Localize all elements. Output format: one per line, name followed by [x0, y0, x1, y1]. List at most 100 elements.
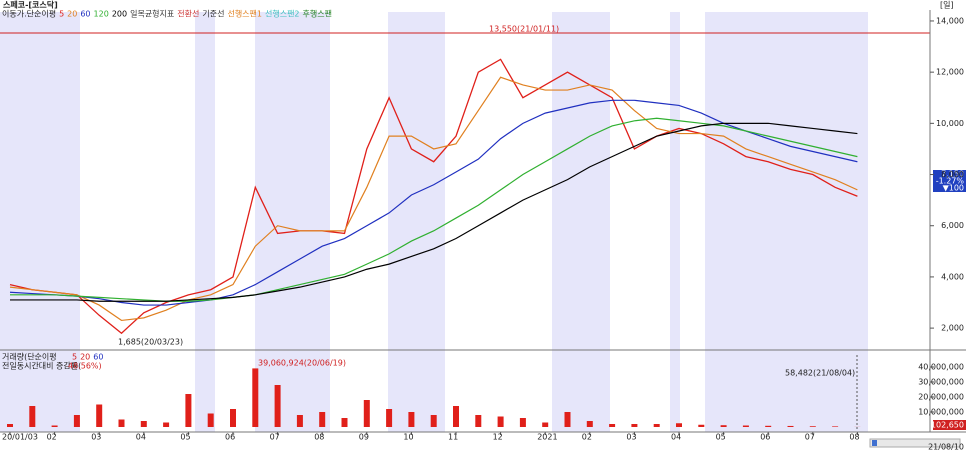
ma-line — [9, 58, 858, 335]
volume-bar — [809, 426, 816, 427]
period: [일] — [940, 1, 954, 10]
volume-bar — [698, 424, 705, 427]
volume-bar — [96, 404, 103, 427]
y-tick-label: 20,000,000 — [918, 393, 964, 402]
annotation: 39,060,924(20/06/19) — [258, 359, 346, 368]
x-tick-label: 20/01/03 — [2, 433, 38, 442]
volume-bar — [653, 424, 660, 427]
volume-bar — [29, 406, 36, 427]
x-tick-label: 12 — [493, 433, 503, 442]
legend-entry: 60 — [93, 353, 103, 362]
volume-bar — [207, 413, 214, 427]
volume-bar — [296, 415, 303, 427]
end-date: 21/08/10 — [928, 443, 964, 452]
x-tick-label: 03 — [626, 433, 636, 442]
x-tick-label: 02 — [47, 433, 57, 442]
indicator-legend: 일목균형지표 — [130, 10, 174, 19]
legend-entry: 5 — [59, 10, 64, 19]
price-label: -1.27% — [936, 177, 965, 186]
volume-bar — [408, 412, 415, 427]
y-tick-label: 10,000 — [936, 119, 964, 128]
indicator-legend: 기준선 — [202, 10, 224, 19]
x-tick-label: 02 — [582, 433, 592, 442]
volume-bar — [140, 421, 147, 427]
volume-bar — [564, 412, 571, 427]
x-tick-label: 08 — [849, 433, 859, 442]
volume-bar — [720, 425, 727, 427]
volume-bar — [274, 385, 281, 427]
y-tick-label: 30,000,000 — [918, 378, 964, 387]
volume-bar — [185, 394, 192, 427]
x-tick-label: 11 — [448, 433, 458, 442]
volume-bar — [386, 409, 393, 427]
indicator-legend: 선행스팬1 — [227, 9, 262, 19]
volume-bar — [631, 424, 638, 427]
volume-current: 102,650 — [931, 421, 964, 430]
volume-legend: 거래량(단순이평 — [2, 352, 57, 362]
volume-bar — [609, 424, 616, 427]
annotation: 1,685(20/03/23) — [118, 338, 183, 347]
x-tick-label: 03 — [91, 433, 101, 442]
indicator-legend: 후행스팬 — [303, 9, 332, 19]
volume-bar — [341, 418, 348, 427]
y-tick-label: 14,000 — [936, 16, 964, 25]
volume-bar — [519, 418, 526, 427]
annotation: 58,482(21/08/04) — [785, 369, 855, 378]
price-label: ▼100 — [943, 184, 964, 193]
legend-entry: 20 — [80, 353, 90, 362]
annotation: 13,550(21/01/11) — [489, 25, 559, 34]
price-badge — [933, 170, 966, 192]
ma-line — [9, 76, 858, 322]
x-tick-label: 06 — [225, 433, 235, 442]
scrollbar[interactable] — [869, 438, 961, 448]
volume-bar — [787, 425, 794, 427]
volume-bar — [363, 400, 370, 427]
volume-bar — [497, 416, 504, 427]
legend-entry: 20 — [67, 10, 77, 19]
volume-bar — [7, 424, 13, 427]
x-tick-label: 09 — [359, 433, 369, 442]
volume-bar — [676, 423, 682, 427]
x-tick-label: 04 — [671, 433, 681, 442]
x-tick-label: 08 — [314, 433, 324, 442]
volume-bar — [742, 425, 749, 427]
x-tick-label: 10 — [403, 433, 413, 442]
y-tick-label: 6,000 — [941, 221, 964, 230]
y-tick-label: 8,000 — [941, 170, 964, 179]
volume-bar — [252, 368, 259, 427]
legend-entry: 200 — [112, 10, 127, 19]
volume-bar — [765, 425, 772, 427]
ma-line — [9, 99, 858, 306]
scroll-thumb[interactable] — [872, 440, 877, 446]
x-tick-label: 04 — [136, 433, 146, 442]
volume-bar — [430, 415, 437, 427]
indicator-legend: 전환선 — [177, 9, 199, 19]
volume-bar — [586, 421, 593, 427]
x-tick-label: 05 — [716, 433, 726, 442]
x-tick-label: 06 — [760, 433, 770, 442]
legend-entry: 60 — [80, 10, 90, 19]
volume-bar — [542, 422, 549, 427]
volume-bar — [319, 412, 326, 427]
ma-line — [10, 122, 858, 302]
volume-bar — [475, 415, 482, 427]
legend-entry: 120 — [94, 10, 109, 19]
change-value: 48.56%) — [68, 362, 102, 371]
y-tick-label: 12,000 — [936, 68, 964, 77]
volume-bar — [73, 415, 80, 427]
legend-label: 이동가.단순이평 — [2, 9, 56, 19]
volume-bar — [230, 409, 236, 427]
volume-badge — [933, 420, 966, 430]
x-tick-label: 07 — [270, 433, 280, 442]
legend-entry: 5 — [72, 353, 77, 362]
indicator-legend: 선행스팬2 — [265, 9, 300, 19]
volume-bar — [163, 422, 170, 427]
volume-bar — [453, 406, 459, 427]
shaded-periods — [0, 12, 868, 432]
y-tick-label: 4,000 — [941, 272, 964, 281]
ma-line — [10, 117, 858, 302]
price-label: 7,150 — [941, 170, 964, 179]
y-tick-label: 2,000 — [941, 324, 964, 333]
x-tick-label: 05 — [180, 433, 190, 442]
